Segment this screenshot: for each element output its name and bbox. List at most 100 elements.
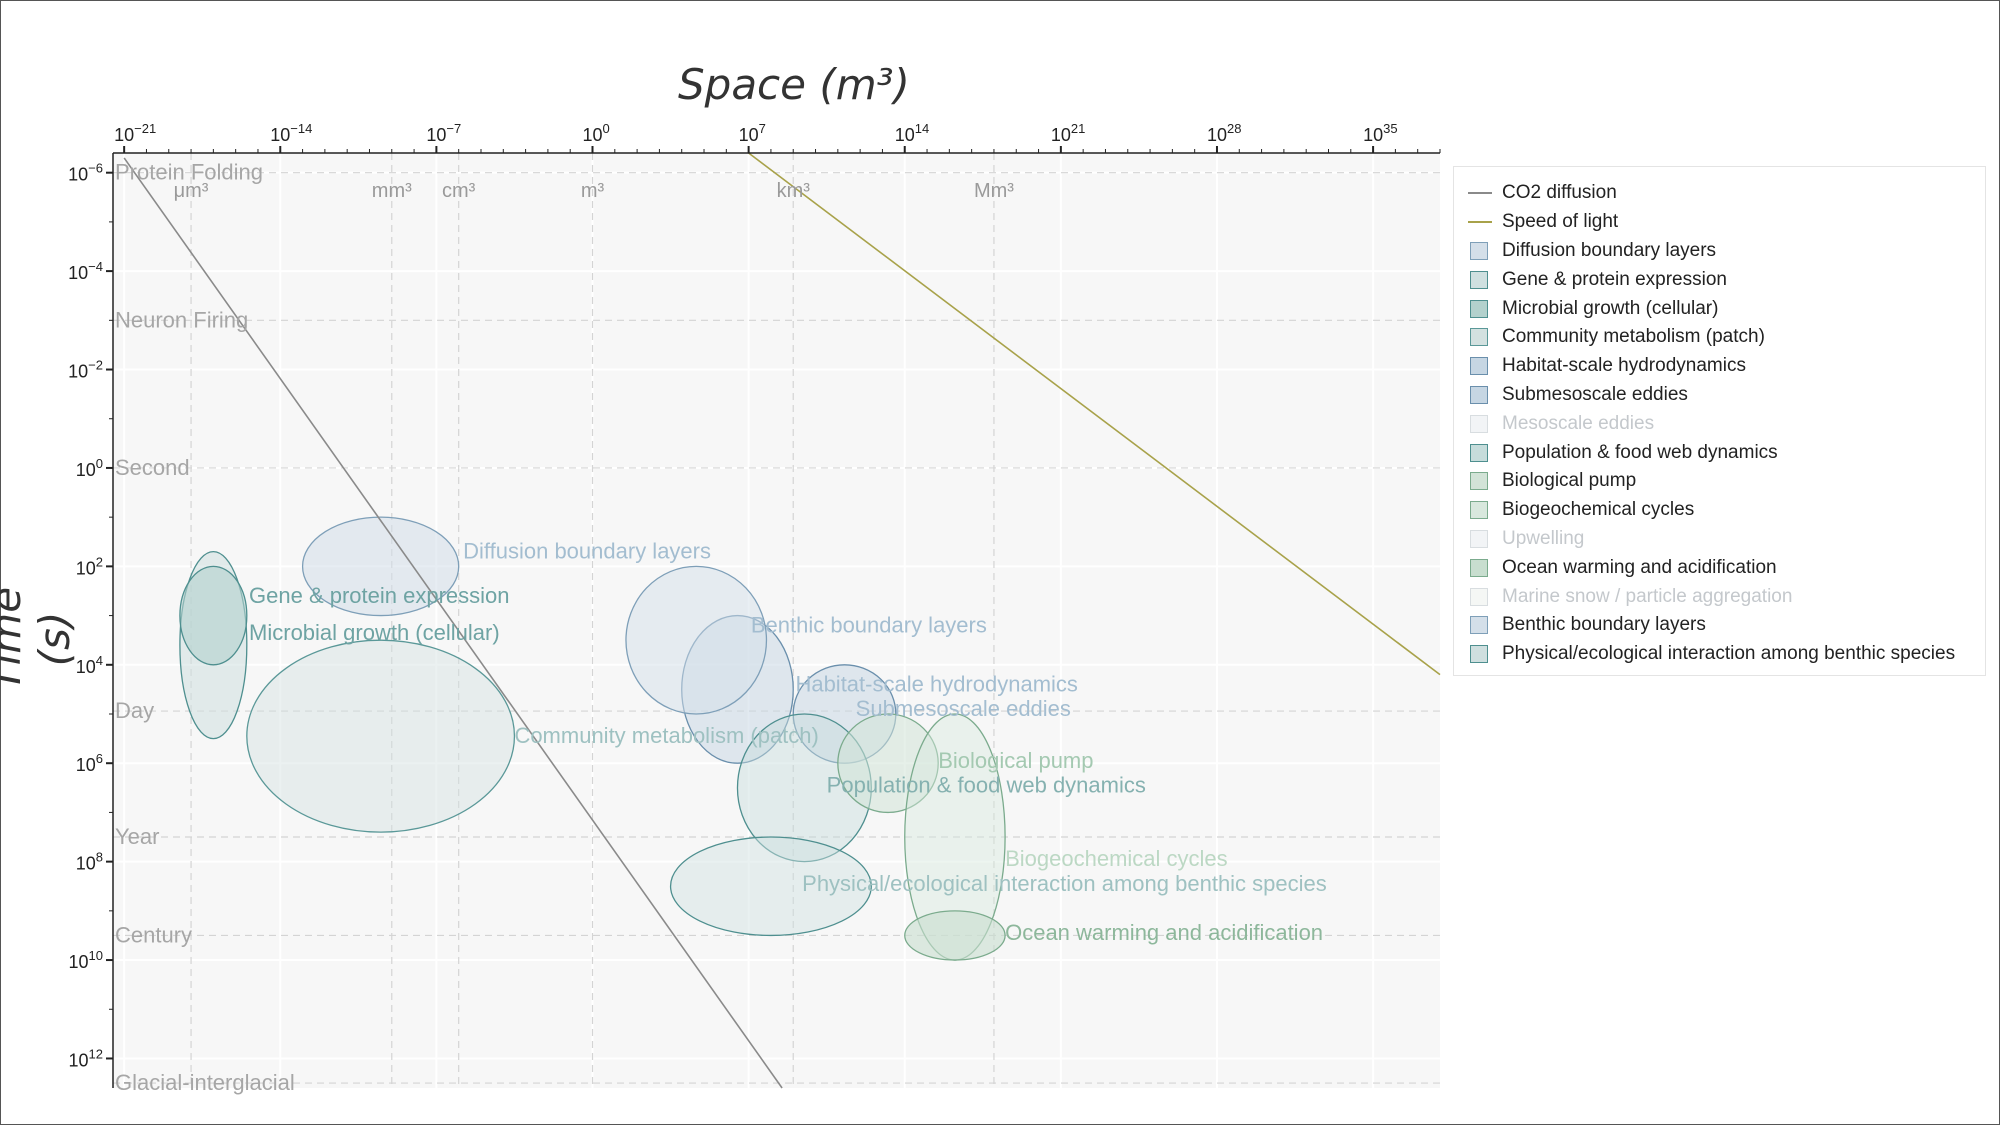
x-tick-label: 100 (583, 121, 610, 145)
region-label: Submesoscale eddies (856, 696, 1071, 721)
time-marker-label: Second (115, 455, 190, 480)
x-tick-label: 1021 (1051, 121, 1086, 145)
region-label: Population & food web dynamics (827, 772, 1146, 797)
region-ellipse (179, 565, 248, 666)
lines-layer (123, 152, 1441, 1089)
region-ellipse (904, 910, 1006, 961)
legend-swatch (1470, 443, 1488, 462)
region-ellipse (669, 836, 872, 937)
legend-item[interactable]: CO2 diffusion (1454, 179, 1985, 208)
legend-item[interactable]: Physical/ecological interaction among be… (1454, 640, 1985, 669)
legend-label: Population & food web dynamics (1502, 441, 1778, 463)
legend-swatch (1470, 357, 1488, 376)
legend-item[interactable]: Speed of light (1454, 208, 1985, 237)
legend-item[interactable]: Upwelling (1454, 525, 1985, 554)
time-marker-label: Century (115, 922, 192, 947)
legend-label: Speed of light (1502, 211, 1619, 233)
legend-item[interactable]: Diffusion boundary layers (1454, 237, 1985, 266)
legend-item[interactable]: Submesoscale eddies (1454, 381, 1985, 410)
region-label: Biological pump (938, 748, 1093, 773)
legend: CO2 diffusion Speed of light Diffusion bou… (1453, 166, 1986, 676)
time-marker-label: Protein Folding (115, 160, 263, 185)
legend-label: Physical/ecological interaction among be… (1502, 643, 1956, 665)
legend-item[interactable]: Gene & protein expression (1454, 265, 1985, 294)
space-marker-label: Mm³ (974, 180, 1014, 202)
legend-label: Microbial growth (cellular) (1502, 297, 1719, 319)
legend-swatch (1470, 270, 1488, 289)
legend-label: CO2 diffusion (1502, 182, 1617, 204)
legend-swatch (1470, 616, 1488, 635)
legend-item[interactable]: Marine snow / particle aggregation (1454, 582, 1985, 611)
region-label: Benthic boundary layers (751, 612, 987, 637)
legend-swatch (1470, 587, 1488, 606)
x-tick-label: 107 (739, 121, 766, 145)
time-marker-label: Year (115, 824, 159, 849)
region-ellipse (837, 713, 939, 814)
y-tick-label: 104 (76, 653, 103, 677)
legend-label: Marine snow / particle aggregation (1502, 585, 1793, 607)
legend-label: Benthic boundary layers (1502, 614, 1706, 636)
legend-swatch (1470, 241, 1488, 260)
x-tick-label: 1014 (895, 121, 930, 145)
space-marker-label: m³ (581, 180, 605, 202)
region-ellipse (625, 565, 768, 715)
y-tick-label: 106 (76, 751, 103, 775)
x-tick-label: 10−14 (270, 121, 312, 145)
plot-area (113, 153, 1440, 1088)
y-tick-label: 108 (76, 850, 103, 874)
legend-label: Biogeochemical cycles (1502, 499, 1695, 521)
y-tick-label: 1010 (69, 948, 104, 972)
legend-item[interactable]: Ocean warming and acidification (1454, 553, 1985, 582)
region-label: Diffusion boundary layers (463, 539, 711, 564)
legend-item[interactable]: Biogeochemical cycles (1454, 496, 1985, 525)
legend-label: Diffusion boundary layers (1502, 239, 1717, 261)
x-tick-label: 1035 (1363, 121, 1398, 145)
y-tick-label: 102 (76, 554, 103, 578)
time-marker-label: Glacial-interglacial (115, 1070, 295, 1095)
x-tick-label: 1028 (1207, 121, 1242, 145)
time-marker-label: Neuron Firing (115, 307, 248, 332)
legend-item[interactable]: Benthic boundary layers (1454, 611, 1985, 640)
space-marker-label: mm³ (372, 180, 412, 202)
legend-swatch (1470, 299, 1488, 318)
legend-swatch (1470, 385, 1488, 404)
labels-layer: 10−21 10−14 10−7 100 107 1014 1021 1028 1035 10−6… (68, 121, 1397, 1095)
region-ellipse (301, 516, 460, 617)
legend-item[interactable]: Biological pump (1454, 467, 1985, 496)
legend-swatch (1470, 529, 1488, 548)
legend-label: Habitat-scale hydrodynamics (1502, 355, 1746, 377)
legend-label: Community metabolism (patch) (1502, 326, 1765, 348)
y-axis-title: Time (s) (0, 586, 79, 692)
y-tick-label: 10−2 (68, 358, 103, 382)
legend-label: Submesoscale eddies (1502, 383, 1688, 405)
legend-swatch (1470, 472, 1488, 491)
region-label: Physical/ecological interaction among be… (802, 871, 1327, 896)
legend-label: Ocean warming and acidification (1502, 556, 1777, 578)
regions-layer (179, 516, 1006, 961)
region-label: Community metabolism (patch) (514, 723, 818, 748)
y-tick-label: 100 (76, 456, 103, 480)
region-label: Biogeochemical cycles (1005, 846, 1228, 871)
axes-layer (106, 146, 1441, 1088)
space-marker-label: km³ (777, 180, 811, 202)
space-marker-label: cm³ (442, 180, 476, 202)
region-label: Ocean warming and acidification (1005, 920, 1323, 945)
space-marker-label: μm³ (174, 180, 209, 202)
legend-item[interactable]: Population & food web dynamics (1454, 438, 1985, 467)
region-label: Microbial growth (cellular) (249, 620, 500, 645)
legend-swatch (1470, 558, 1488, 577)
legend-item[interactable]: Microbial growth (cellular) (1454, 294, 1985, 323)
legend-item[interactable]: Mesoscale eddies (1454, 409, 1985, 438)
x-tick-label: 10−7 (426, 121, 461, 145)
region-ellipse (246, 639, 516, 833)
y-tick-label: 10−6 (68, 161, 103, 185)
y-tick-label: 1012 (69, 1046, 104, 1070)
legend-swatch (1470, 501, 1488, 520)
legend-item[interactable]: Habitat-scale hydrodynamics (1454, 352, 1985, 381)
legend-label: Gene & protein expression (1502, 268, 1727, 290)
region-label: Habitat-scale hydrodynamics (795, 671, 1077, 696)
x-axis-title: Space (m³) (678, 60, 910, 109)
legend-swatch (1468, 192, 1492, 195)
legend-item[interactable]: Community metabolism (patch) (1454, 323, 1985, 352)
